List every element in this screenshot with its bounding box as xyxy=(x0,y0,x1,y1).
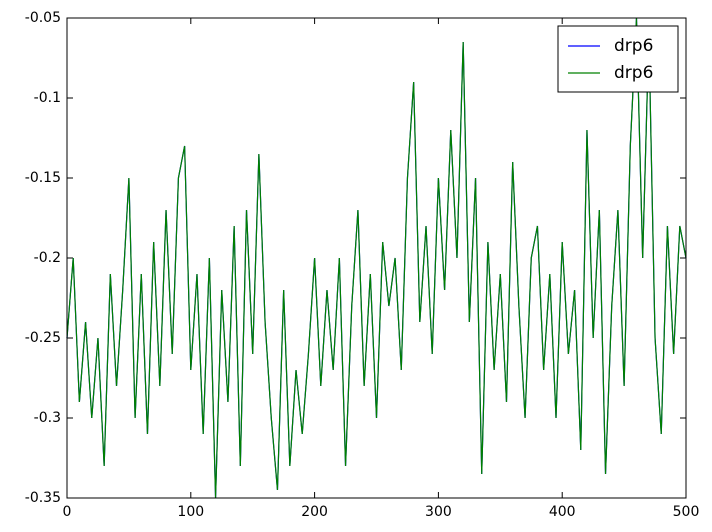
legend-label: drp6 xyxy=(614,63,653,83)
x-tick-label: 200 xyxy=(301,504,328,520)
y-tick-label: -0.05 xyxy=(25,10,61,26)
y-tick-label: -0.1 xyxy=(34,90,61,106)
y-tick-label: -0.3 xyxy=(34,410,61,426)
y-tick-label: -0.2 xyxy=(34,250,61,266)
x-tick-label: 300 xyxy=(425,504,452,520)
plot-frame xyxy=(66,17,687,499)
x-tick-label: 100 xyxy=(177,504,204,520)
legend-box xyxy=(557,25,679,93)
legend: drp6 drp6 xyxy=(557,25,679,93)
x-tick-label: 0 xyxy=(63,504,72,520)
legend-label: drp6 xyxy=(614,36,653,56)
y-tick-label: -0.25 xyxy=(25,330,61,346)
series-line xyxy=(66,17,687,499)
y-tick-label: -0.15 xyxy=(25,170,61,186)
x-tick-label: 400 xyxy=(549,504,576,520)
x-tick-label: 500 xyxy=(673,504,700,520)
y-tick-label: -0.35 xyxy=(25,490,61,506)
